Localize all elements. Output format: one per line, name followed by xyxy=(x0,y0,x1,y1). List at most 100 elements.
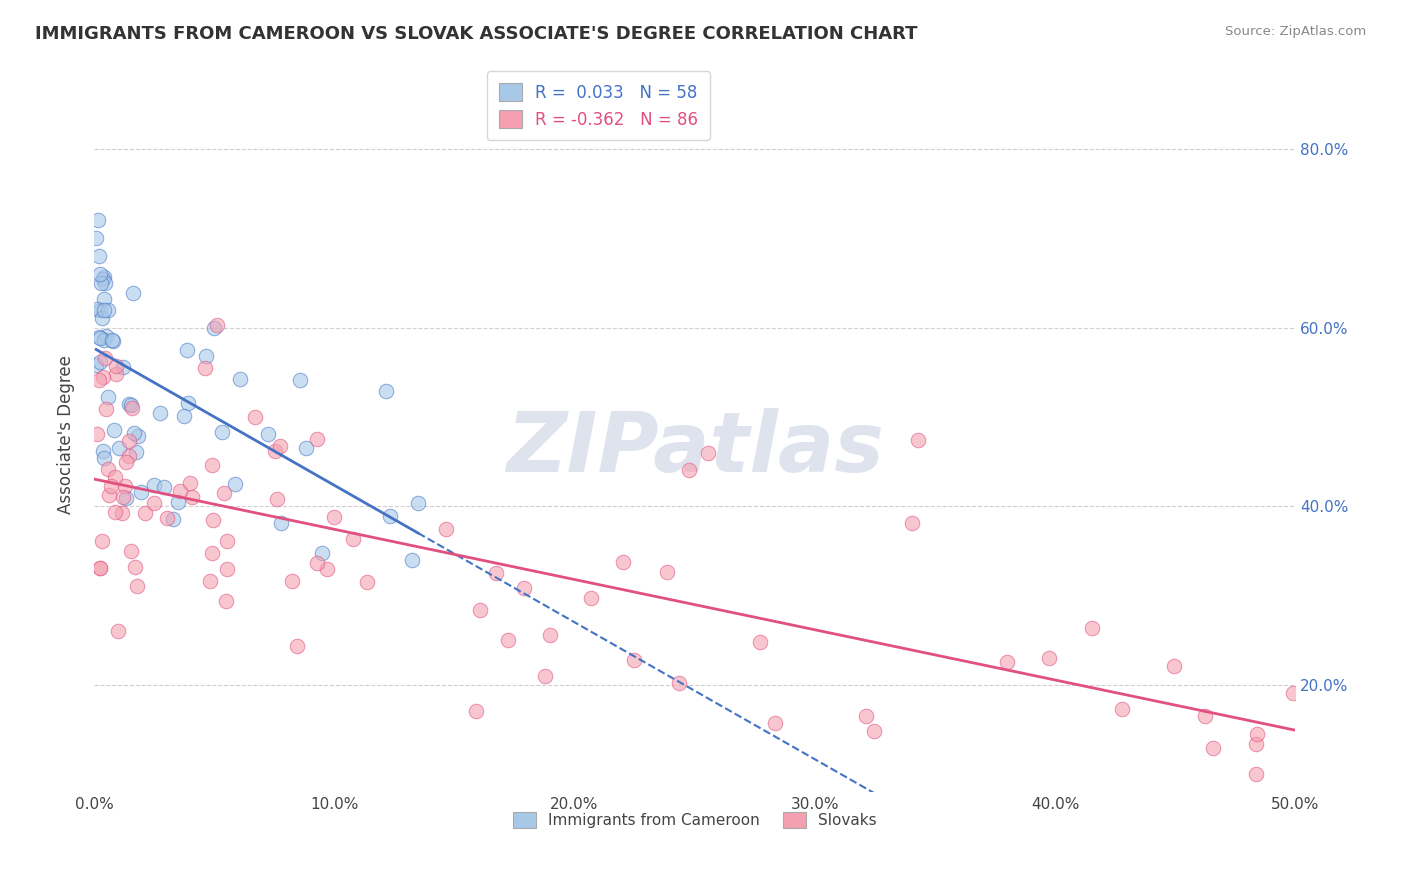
Point xyxy=(307,432,329,446)
Point xyxy=(96,303,118,318)
Point xyxy=(533,669,555,683)
Point xyxy=(129,484,152,499)
Point xyxy=(1163,659,1185,673)
Point xyxy=(153,480,176,494)
Point xyxy=(94,402,117,417)
Point xyxy=(1081,621,1104,635)
Text: Source: ZipAtlas.com: Source: ZipAtlas.com xyxy=(1226,25,1367,38)
Point xyxy=(862,723,884,738)
Point xyxy=(179,475,201,490)
Point xyxy=(118,397,141,411)
Point xyxy=(1246,737,1268,751)
Point xyxy=(217,534,239,549)
Point xyxy=(623,653,645,667)
Point xyxy=(205,318,228,332)
Point xyxy=(166,495,188,509)
Point xyxy=(465,704,488,718)
Point xyxy=(1281,686,1303,700)
Point xyxy=(118,434,141,448)
Point xyxy=(118,449,141,463)
Point xyxy=(763,716,786,731)
Point xyxy=(294,441,316,455)
Point xyxy=(111,506,134,520)
Point xyxy=(311,546,333,560)
Point xyxy=(315,562,337,576)
Point xyxy=(89,330,111,344)
Point xyxy=(215,562,238,576)
Point xyxy=(496,632,519,647)
Point xyxy=(104,470,127,484)
Point xyxy=(1244,767,1267,781)
Point xyxy=(173,409,195,424)
Point xyxy=(224,476,246,491)
Point xyxy=(93,333,115,347)
Point xyxy=(201,546,224,560)
Point xyxy=(285,640,308,654)
Point xyxy=(90,534,112,549)
Point xyxy=(266,492,288,507)
Point xyxy=(290,373,312,387)
Point xyxy=(93,293,115,307)
Point xyxy=(655,565,678,579)
Point xyxy=(100,479,122,493)
Point xyxy=(89,267,111,281)
Point xyxy=(434,522,457,536)
Point xyxy=(401,552,423,566)
Point xyxy=(122,285,145,300)
Point xyxy=(307,556,329,570)
Point xyxy=(104,505,127,519)
Point xyxy=(901,516,924,530)
Point xyxy=(127,579,149,593)
Point xyxy=(1194,709,1216,723)
Point xyxy=(84,359,107,373)
Point xyxy=(406,496,429,510)
Point xyxy=(211,425,233,439)
Point xyxy=(94,277,117,291)
Point xyxy=(86,427,108,442)
Point xyxy=(86,213,108,227)
Point xyxy=(855,708,877,723)
Point xyxy=(107,624,129,638)
Point xyxy=(270,516,292,530)
Y-axis label: Associate's Degree: Associate's Degree xyxy=(58,355,75,514)
Point xyxy=(697,446,720,460)
Point xyxy=(105,367,128,381)
Point xyxy=(115,491,138,506)
Point xyxy=(87,373,110,387)
Point xyxy=(1246,727,1268,741)
Point xyxy=(378,508,401,523)
Point xyxy=(91,272,114,286)
Point xyxy=(538,628,561,642)
Point xyxy=(612,555,634,569)
Point xyxy=(89,355,111,369)
Point xyxy=(214,486,236,500)
Point xyxy=(90,276,112,290)
Point xyxy=(356,574,378,589)
Text: ZIPatlas: ZIPatlas xyxy=(506,409,883,490)
Text: IMMIGRANTS FROM CAMEROON VS SLOVAK ASSOCIATE'S DEGREE CORRELATION CHART: IMMIGRANTS FROM CAMEROON VS SLOVAK ASSOC… xyxy=(35,25,918,43)
Point xyxy=(155,511,177,525)
Point xyxy=(176,343,198,357)
Point xyxy=(121,401,143,415)
Point xyxy=(142,496,165,510)
Point xyxy=(1038,651,1060,665)
Point xyxy=(98,488,121,502)
Point xyxy=(93,270,115,285)
Point xyxy=(93,443,115,458)
Point xyxy=(101,334,124,348)
Point xyxy=(125,445,148,459)
Point xyxy=(177,396,200,410)
Point xyxy=(374,384,396,398)
Point xyxy=(93,302,115,317)
Point xyxy=(94,329,117,343)
Point xyxy=(195,349,218,363)
Point xyxy=(103,423,125,437)
Legend: Immigrants from Cameroon, Slovaks: Immigrants from Cameroon, Slovaks xyxy=(506,806,883,834)
Point xyxy=(162,511,184,525)
Point xyxy=(143,478,166,492)
Point xyxy=(200,574,222,588)
Point xyxy=(749,635,772,649)
Point xyxy=(111,490,134,504)
Point xyxy=(89,560,111,574)
Point xyxy=(264,444,287,458)
